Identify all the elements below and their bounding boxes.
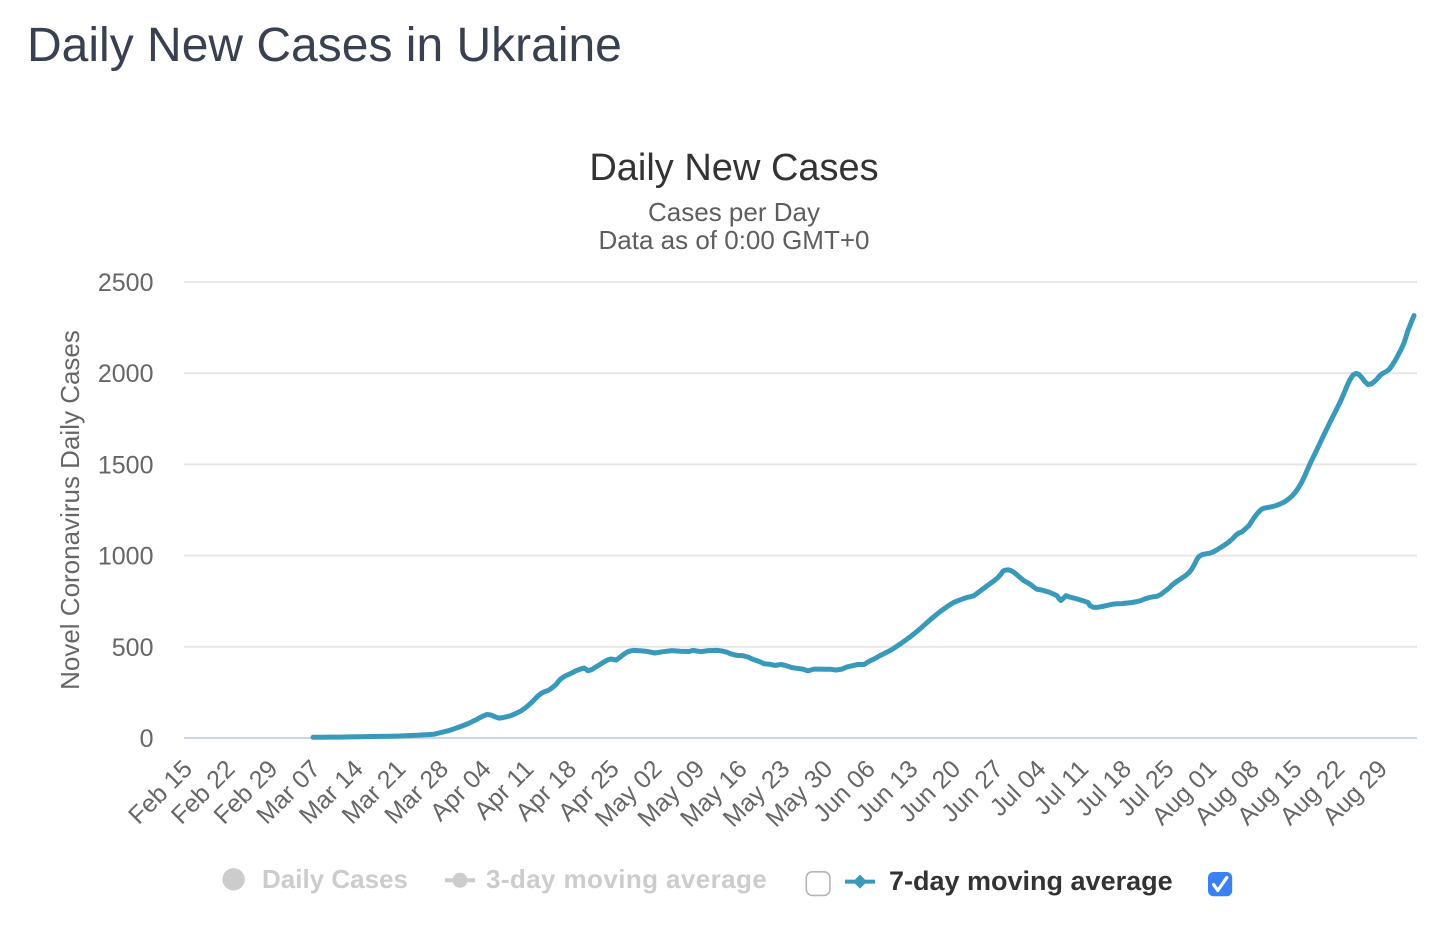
svg-text:500: 500 [112, 634, 154, 662]
svg-text:7-day moving average: 7-day moving average [889, 866, 1173, 896]
svg-text:Daily New Cases: Daily New Cases [589, 147, 878, 189]
svg-text:1000: 1000 [98, 543, 154, 571]
svg-text:2000: 2000 [98, 360, 154, 388]
svg-text:2500: 2500 [98, 269, 154, 297]
svg-text:3-day moving average: 3-day moving average [486, 864, 767, 894]
svg-text:Daily New Cases in Ukraine: Daily New Cases in Ukraine [27, 19, 622, 72]
svg-text:Cases per Day: Cases per Day [648, 197, 820, 227]
svg-text:0: 0 [140, 725, 154, 753]
svg-text:Novel Coronavirus Daily Cases: Novel Coronavirus Daily Cases [55, 330, 85, 690]
svg-text:Data as of 0:00 GMT+0: Data as of 0:00 GMT+0 [599, 225, 870, 255]
svg-text:Daily Cases: Daily Cases [262, 864, 408, 894]
svg-text:1500: 1500 [98, 451, 154, 479]
